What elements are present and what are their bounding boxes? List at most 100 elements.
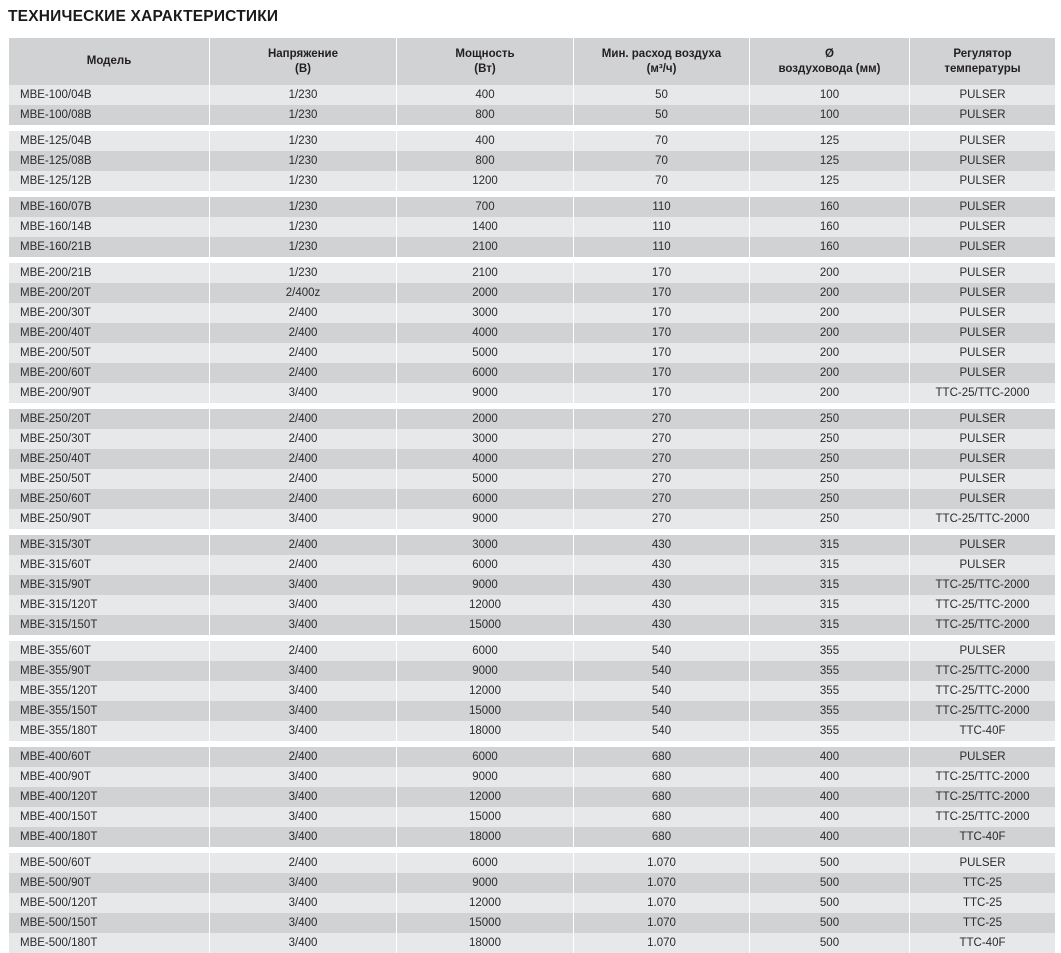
cell-power: 400 — [397, 85, 573, 105]
cell-voltage: 3/400 — [210, 595, 396, 615]
cell-controller: PULSER — [910, 237, 1055, 257]
table-row[interactable]: MBE-125/04B 1/230 400 70 125 PULSER — [9, 131, 1055, 151]
cell-power: 3000 — [397, 303, 573, 323]
table-row[interactable]: MBE-250/40T 2/400 4000 270 250 PULSER — [9, 449, 1055, 469]
column-header-line1: Мощность — [455, 47, 515, 60]
cell-duct: 355 — [750, 661, 909, 681]
table-row[interactable]: MBE-250/90T 3/400 9000 270 250 TTC-25/TTC-200… — [9, 509, 1055, 529]
table-row[interactable]: MBE-100/08B 1/230 800 50 100 PULSER — [9, 105, 1055, 125]
cell-duct: 500 — [750, 893, 909, 913]
cell-duct: 200 — [750, 363, 909, 383]
table-row[interactable]: MBE-125/08B 1/230 800 70 125 PULSER — [9, 151, 1055, 171]
cell-model: MBE-250/90T — [9, 509, 209, 529]
cell-duct: 200 — [750, 343, 909, 363]
table-row[interactable]: MBE-315/150T 3/400 15000 430 315 TTC-25/TTC-2… — [9, 615, 1055, 635]
cell-voltage: 2/400 — [210, 429, 396, 449]
table-row[interactable]: MBE-500/60T 2/400 6000 1.070 500 PULSER — [9, 853, 1055, 873]
cell-model: MBE-200/20T — [9, 283, 209, 303]
cell-airflow: 430 — [574, 535, 749, 555]
group-separator — [9, 741, 1055, 747]
cell-voltage: 3/400 — [210, 787, 396, 807]
cell-duct: 500 — [750, 933, 909, 953]
table-row[interactable]: MBE-200/50T 2/400 5000 170 200 PULSER — [9, 343, 1055, 363]
table-row[interactable]: MBE-355/150T 3/400 15000 540 355 TTC-25/TTC-2… — [9, 701, 1055, 721]
table-row[interactable]: MBE-160/21B 1/230 2100 110 160 PULSER — [9, 237, 1055, 257]
table-row[interactable]: MBE-315/60T 2/400 6000 430 315 PULSER — [9, 555, 1055, 575]
table-row[interactable]: MBE-200/90T 3/400 9000 170 200 TTC-25/TTC-200… — [9, 383, 1055, 403]
cell-airflow: 270 — [574, 509, 749, 529]
table-row[interactable]: MBE-355/120T 3/400 12000 540 355 TTC-25/TTC-2… — [9, 681, 1055, 701]
table-row[interactable]: MBE-500/180T 3/400 18000 1.070 500 TTC-40F — [9, 933, 1055, 953]
cell-model: MBE-200/21B — [9, 263, 209, 283]
table-row[interactable]: MBE-125/12B 1/230 1200 70 125 PULSER — [9, 171, 1055, 191]
cell-model: MBE-315/60T — [9, 555, 209, 575]
cell-power: 1400 — [397, 217, 573, 237]
cell-duct: 355 — [750, 681, 909, 701]
cell-voltage: 1/230 — [210, 105, 396, 125]
cell-airflow: 430 — [574, 615, 749, 635]
cell-duct: 125 — [750, 171, 909, 191]
column-header-line2: воздуховода (мм) — [778, 62, 881, 75]
table-row[interactable]: MBE-400/60T 2/400 6000 680 400 PULSER — [9, 747, 1055, 767]
cell-power: 15000 — [397, 807, 573, 827]
cell-model: MBE-250/40T — [9, 449, 209, 469]
cell-power: 800 — [397, 151, 573, 171]
table-row[interactable]: MBE-100/04B 1/230 400 50 100 PULSER — [9, 85, 1055, 105]
table-row[interactable]: MBE-200/30T 2/400 3000 170 200 PULSER — [9, 303, 1055, 323]
cell-controller: TTC-25/TTC-2000 — [910, 575, 1055, 595]
cell-model: MBE-315/150T — [9, 615, 209, 635]
cell-duct: 250 — [750, 509, 909, 529]
column-header-airflow: Мин. расход воздуха (м³/ч) — [574, 38, 749, 85]
table-row[interactable]: MBE-500/90T 3/400 9000 1.070 500 TTC-25 — [9, 873, 1055, 893]
cell-airflow: 270 — [574, 489, 749, 509]
table-row[interactable]: MBE-315/120T 3/400 12000 430 315 TTC-25/TTC-2… — [9, 595, 1055, 615]
cell-voltage: 3/400 — [210, 615, 396, 635]
cell-voltage: 1/230 — [210, 237, 396, 257]
cell-voltage: 3/400 — [210, 767, 396, 787]
cell-model: MBE-160/21B — [9, 237, 209, 257]
table-row[interactable]: MBE-315/30T 2/400 3000 430 315 PULSER — [9, 535, 1055, 555]
table-row[interactable]: MBE-200/20T 2/400z 2000 170 200 PULSER — [9, 283, 1055, 303]
cell-model: MBE-315/120T — [9, 595, 209, 615]
table-row[interactable]: MBE-250/60T 2/400 6000 270 250 PULSER — [9, 489, 1055, 509]
table-row[interactable]: MBE-200/21B 1/230 2100 170 200 PULSER — [9, 263, 1055, 283]
table-row[interactable]: MBE-400/120T 3/400 12000 680 400 TTC-25/TTC-2… — [9, 787, 1055, 807]
cell-airflow: 110 — [574, 237, 749, 257]
table-row[interactable]: MBE-160/14B 1/230 1400 110 160 PULSER — [9, 217, 1055, 237]
table-row[interactable]: MBE-500/120T 3/400 12000 1.070 500 TTC-25 — [9, 893, 1055, 913]
cell-airflow: 270 — [574, 429, 749, 449]
group-separator-cell — [9, 529, 1055, 535]
table-row[interactable]: MBE-250/50T 2/400 5000 270 250 PULSER — [9, 469, 1055, 489]
table-row[interactable]: MBE-250/20T 2/400 2000 270 250 PULSER — [9, 409, 1055, 429]
cell-power: 1200 — [397, 171, 573, 191]
cell-voltage: 2/400 — [210, 489, 396, 509]
cell-model: MBE-500/150T — [9, 913, 209, 933]
table-row[interactable]: MBE-250/30T 2/400 3000 270 250 PULSER — [9, 429, 1055, 449]
table-row[interactable]: MBE-200/40T 2/400 4000 170 200 PULSER — [9, 323, 1055, 343]
cell-airflow: 170 — [574, 303, 749, 323]
table-row[interactable]: MBE-400/150T 3/400 15000 680 400 TTC-25/TTC-2… — [9, 807, 1055, 827]
table-row[interactable]: MBE-200/60T 2/400 6000 170 200 PULSER — [9, 363, 1055, 383]
group-separator-cell — [9, 635, 1055, 641]
table-row[interactable]: MBE-315/90T 3/400 9000 430 315 TTC-25/TTC-200… — [9, 575, 1055, 595]
cell-voltage: 1/230 — [210, 171, 396, 191]
cell-airflow: 680 — [574, 827, 749, 847]
cell-power: 15000 — [397, 913, 573, 933]
cell-voltage: 2/400 — [210, 409, 396, 429]
table-row[interactable]: MBE-400/180T 3/400 18000 680 400 TTC-40F — [9, 827, 1055, 847]
cell-airflow: 70 — [574, 131, 749, 151]
cell-power: 15000 — [397, 615, 573, 635]
cell-voltage: 2/400 — [210, 853, 396, 873]
cell-power: 18000 — [397, 721, 573, 741]
cell-duct: 400 — [750, 787, 909, 807]
table-row[interactable]: MBE-500/150T 3/400 15000 1.070 500 TTC-25 — [9, 913, 1055, 933]
table-row[interactable]: MBE-355/180T 3/400 18000 540 355 TTC-40F — [9, 721, 1055, 741]
cell-voltage: 1/230 — [210, 85, 396, 105]
column-header-line1: Ø — [825, 47, 834, 60]
table-row[interactable]: MBE-355/90T 3/400 9000 540 355 TTC-25/TTC-200… — [9, 661, 1055, 681]
cell-airflow: 540 — [574, 661, 749, 681]
cell-airflow: 170 — [574, 323, 749, 343]
table-row[interactable]: MBE-355/60T 2/400 6000 540 355 PULSER — [9, 641, 1055, 661]
table-row[interactable]: MBE-160/07B 1/230 700 110 160 PULSER — [9, 197, 1055, 217]
table-row[interactable]: MBE-400/90T 3/400 9000 680 400 TTC-25/TTC-200… — [9, 767, 1055, 787]
